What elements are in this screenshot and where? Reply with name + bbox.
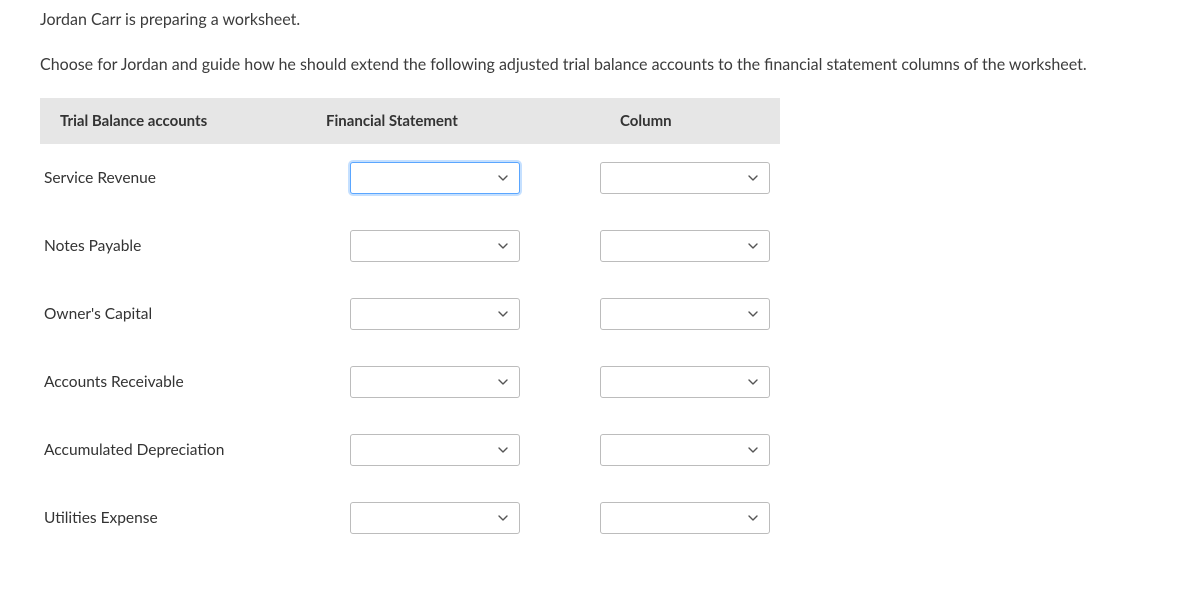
table-row-account: Accounts Receivable [40,348,314,416]
chevron-down-icon [747,444,759,456]
table-row-account: Notes Payable [40,212,314,280]
table-row-fs-cell [314,280,564,348]
financial-statement-select[interactable] [350,434,520,466]
chevron-down-icon [747,172,759,184]
financial-statement-select[interactable] [350,230,520,262]
table-header-financial-statement: Financial Statement [314,98,564,144]
chevron-down-icon [747,376,759,388]
table-row-column-cell [564,416,780,484]
chevron-down-icon [747,240,759,252]
table-header-accounts: Trial Balance accounts [40,98,314,144]
table-row-column-cell [564,144,780,212]
column-select[interactable] [600,230,770,262]
column-select[interactable] [600,502,770,534]
financial-statement-select[interactable] [350,162,520,194]
question-container: Jordan Carr is preparing a worksheet. Ch… [0,0,1180,572]
column-select[interactable] [600,434,770,466]
table-row-fs-cell [314,416,564,484]
chevron-down-icon [747,512,759,524]
table-row-account: Accumulated Depreciation [40,416,314,484]
worksheet-table: Trial Balance accounts Financial Stateme… [40,98,1140,552]
table-row-fs-cell [314,484,564,552]
table-row-column-cell [564,484,780,552]
chevron-down-icon [497,240,509,252]
table-header-column: Column [564,98,780,144]
table-row-account: Utilities Expense [40,484,314,552]
table-row-column-cell [564,212,780,280]
financial-statement-select[interactable] [350,298,520,330]
table-row-column-cell [564,348,780,416]
table-row-fs-cell [314,212,564,280]
chevron-down-icon [497,444,509,456]
column-select[interactable] [600,162,770,194]
financial-statement-select[interactable] [350,366,520,398]
column-select[interactable] [600,298,770,330]
table-row-account: Owner's Capital [40,280,314,348]
chevron-down-icon [747,308,759,320]
chevron-down-icon [497,308,509,320]
table-row-fs-cell [314,348,564,416]
chevron-down-icon [497,512,509,524]
intro-line-1: Jordan Carr is preparing a worksheet. [40,8,1140,33]
question-intro: Jordan Carr is preparing a worksheet. Ch… [40,8,1140,78]
chevron-down-icon [497,376,509,388]
chevron-down-icon [497,172,509,184]
financial-statement-select[interactable] [350,502,520,534]
table-row-account: Service Revenue [40,144,314,212]
intro-line-2: Choose for Jordan and guide how he shoul… [40,53,1140,78]
table-row-fs-cell [314,144,564,212]
column-select[interactable] [600,366,770,398]
table-row-column-cell [564,280,780,348]
